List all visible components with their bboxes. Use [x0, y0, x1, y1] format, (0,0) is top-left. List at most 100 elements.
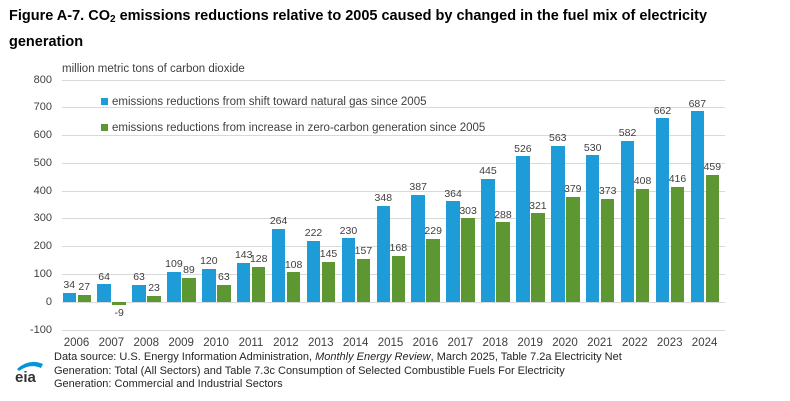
bar-zero-carbon-2017	[461, 218, 475, 303]
legend-label-natural-gas: emissions reductions from shift toward n…	[112, 95, 427, 108]
bar-value-zero-carbon-2015: 168	[389, 242, 408, 255]
x-tick-label-2014: 2014	[342, 337, 369, 349]
eia-logo-graphic: eia	[15, 361, 43, 386]
x-tick-label-2021: 2021	[587, 337, 613, 349]
x-tick-label-2019: 2019	[517, 337, 543, 349]
eia-logo: eia	[6, 351, 54, 394]
x-tick-label-2011: 2011	[238, 337, 264, 349]
bar-zero-carbon-2011	[251, 266, 266, 303]
bar-natural-gas-2021	[585, 155, 600, 303]
bar-natural-gas-2008	[132, 284, 146, 303]
gridline-500	[62, 162, 725, 164]
x-tick-label-2012: 2012	[273, 337, 299, 349]
x-tick-label-2006: 2006	[63, 337, 90, 349]
bar-zero-carbon-2019	[531, 213, 545, 303]
bar-value-zero-carbon-2023: 416	[668, 173, 687, 186]
x-tick-label-2020: 2020	[552, 337, 578, 349]
bar-value-natural-gas-2012: 264	[269, 215, 288, 228]
data-source-text: Data source: U.S. Energy Information Adm…	[54, 351, 622, 392]
source-footer: eia Data source: U.S. Energy Information…	[6, 351, 784, 394]
x-tick-label-2018: 2018	[482, 337, 509, 349]
source-line-1-pre: Data source: U.S. Energy Information Adm…	[54, 351, 316, 363]
bar-natural-gas-2019	[516, 156, 530, 303]
bar-value-natural-gas-2014: 230	[339, 224, 358, 237]
bar-zero-carbon-2016	[426, 238, 440, 303]
bar-value-natural-gas-2022: 582	[618, 127, 637, 140]
svg-text:eia: eia	[15, 369, 37, 386]
y-tick-label-800: 800	[33, 73, 52, 86]
y-tick-label-400: 400	[33, 184, 52, 197]
gridline-200	[62, 246, 725, 248]
legend-item-natural-gas: emissions reductions from shift toward n…	[101, 95, 485, 108]
bar-zero-carbon-2015	[391, 255, 406, 303]
bar-value-natural-gas-2015: 348	[374, 192, 393, 205]
bar-natural-gas-2012	[271, 228, 286, 303]
gridline-400	[62, 190, 725, 192]
bar-zero-carbon-2018	[496, 222, 510, 303]
bar-natural-gas-2013	[306, 240, 321, 303]
y-tick-label--100: -100	[29, 323, 52, 336]
bar-value-natural-gas-2017: 364	[444, 187, 462, 200]
x-tick-label-2023: 2023	[656, 337, 683, 349]
figure-title-subscript: 2	[109, 14, 116, 25]
bar-value-zero-carbon-2020: 379	[564, 183, 582, 196]
bar-value-natural-gas-2009: 109	[165, 258, 183, 271]
x-tick-label-2022: 2022	[622, 337, 648, 349]
bar-zero-carbon-2006	[77, 294, 91, 303]
bar-zero-carbon-2013	[321, 261, 336, 303]
bar-natural-gas-2010	[202, 268, 216, 303]
x-tick-label-2007: 2007	[98, 337, 125, 349]
bar-zero-carbon-2024	[705, 174, 720, 303]
bar-value-zero-carbon-2019: 321	[529, 199, 547, 212]
source-line-3: Generation: Commercial and Industrial Se…	[54, 378, 283, 390]
bar-zero-carbon-2022	[635, 188, 650, 303]
bar-value-natural-gas-2016: 387	[409, 181, 427, 194]
bar-value-zero-carbon-2021: 373	[598, 185, 617, 198]
bar-natural-gas-2014	[341, 238, 356, 303]
y-axis: 800 700 600 500 400 300 200 100 0 -100	[0, 74, 52, 336]
gridline-800	[62, 79, 725, 81]
figure-title: Figure A-7. CO2 emissions reductions rel…	[9, 5, 771, 53]
bar-value-natural-gas-2020: 563	[549, 132, 567, 145]
bar-value-natural-gas-2011: 143	[234, 249, 253, 261]
bar-natural-gas-2024	[690, 111, 705, 303]
legend-item-zero-carbon: emissions reductions from increase in ze…	[101, 121, 485, 134]
y-tick-label-300: 300	[33, 212, 52, 225]
legend-label-zero-carbon: emissions reductions from increase in ze…	[112, 121, 486, 134]
bar-value-zero-carbon-2014: 157	[354, 245, 373, 258]
bar-value-zero-carbon-2008: 23	[148, 282, 160, 295]
x-tick-label-2013: 2013	[307, 337, 334, 349]
bar-zero-carbon-2007	[112, 302, 126, 305]
source-line-1: Data source: U.S. Energy Information Adm…	[54, 351, 622, 365]
gridline-0	[62, 301, 725, 303]
bar-value-zero-carbon-2010: 63	[217, 271, 230, 284]
bar-value-zero-carbon-2022: 408	[633, 175, 652, 188]
bar-natural-gas-2016	[411, 194, 425, 303]
bar-zero-carbon-2014	[356, 258, 371, 303]
gridline-600	[62, 135, 725, 137]
figure-title-part2: emissions reductions relative to 2005 ca…	[9, 8, 708, 50]
bar-value-natural-gas-2018: 445	[479, 165, 497, 178]
bar-natural-gas-2018	[481, 178, 495, 303]
bar-value-natural-gas-2013: 222	[304, 227, 323, 240]
bar-value-zero-carbon-2006: 27	[78, 281, 91, 294]
x-tick-label-2009: 2009	[168, 337, 194, 349]
bar-value-natural-gas-2006: 34	[63, 279, 76, 292]
gridline-300	[62, 218, 725, 220]
bar-value-zero-carbon-2016: 229	[424, 225, 442, 238]
bar-value-zero-carbon-2017: 303	[459, 204, 477, 217]
x-tick-label-2010: 2010	[203, 337, 229, 349]
bar-zero-carbon-2020	[566, 196, 580, 303]
bar-value-natural-gas-2007: 64	[98, 270, 110, 283]
bar-value-zero-carbon-2012: 108	[284, 258, 303, 271]
bar-natural-gas-2007	[97, 284, 111, 303]
y-tick-label-100: 100	[33, 267, 52, 280]
y-tick-label-600: 600	[33, 129, 52, 142]
gridline-700	[62, 107, 725, 109]
bar-value-zero-carbon-2018: 288	[494, 208, 512, 221]
legend-swatch-zero-carbon	[101, 124, 108, 131]
x-tick-label-2017: 2017	[447, 337, 474, 349]
source-line-1-post: , March 2025, Table 7.2a Electricity Net	[430, 351, 622, 363]
bar-natural-gas-2011	[236, 262, 251, 303]
